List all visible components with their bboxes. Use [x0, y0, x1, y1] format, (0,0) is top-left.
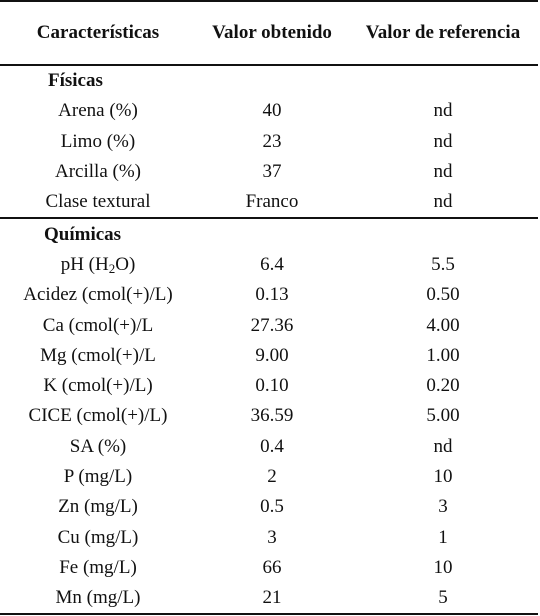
row-valor-obtenido: 36.59 — [250, 405, 294, 427]
row-valor-referencia: nd — [433, 191, 453, 213]
row-label-subscript: 2 — [108, 260, 116, 276]
row-label-post: O) — [115, 253, 136, 275]
row-label: Mn (mg/L) — [0, 583, 196, 616]
row-valor-obtenido: 9.00 — [255, 344, 289, 366]
table-row: P (mg/L) 2 10 — [0, 462, 538, 492]
table-row: K (cmol(+)/L) 0.10 0.20 — [0, 371, 538, 401]
section-row-quimicas: Químicas — [0, 217, 538, 250]
row-label: P (mg/L) — [63, 466, 133, 487]
row-valor-referencia: 3 — [438, 496, 448, 518]
table-row: CICE (cmol(+)/L) 36.59 5.00 — [0, 401, 538, 431]
table-row: Acidez (cmol(+)/L) 0.13 0.50 — [0, 280, 538, 310]
row-label: Arena (%) — [58, 100, 138, 122]
row-valor-referencia: nd — [433, 100, 453, 122]
row-valor-referencia: nd — [433, 130, 453, 152]
table-row: Arcilla (%) 37 nd — [0, 157, 538, 187]
row-label: Mg (cmol(+)/L — [40, 344, 156, 366]
header-valor-obtenido: Valor obtenido — [196, 0, 348, 66]
row-valor-referencia: 1 — [438, 526, 448, 548]
row-valor-obtenido: 0.13 — [255, 284, 289, 306]
table-row: Mg (cmol(+)/L 9.00 1.00 — [0, 341, 538, 371]
row-valor-referencia: 10 — [433, 556, 453, 578]
row-label: pH (H2O) — [0, 250, 196, 280]
row-valor-referencia: 10 — [433, 466, 453, 487]
row-label: SA (%) — [69, 435, 127, 457]
row-label: K (cmol(+)/L) — [43, 375, 153, 397]
row-label: Acidez (cmol(+)/L) — [23, 284, 173, 306]
table-row: Ca (cmol(+)/L 27.36 4.00 — [0, 310, 538, 340]
header-valor-referencia: Valor de referencia — [348, 0, 538, 66]
table-row: SA (%) 0.4 nd — [0, 432, 538, 462]
header-row: Características Valor obtenido Valor de … — [0, 0, 538, 66]
row-label: Arcilla (%) — [55, 161, 141, 183]
row-valor-obtenido: 2 — [267, 466, 277, 487]
row-valor-obtenido: 0.4 — [260, 435, 284, 457]
row-label: Ca (cmol(+)/L — [42, 314, 154, 336]
row-valor-obtenido: 23 — [262, 130, 282, 152]
row-valor-obtenido: 66 — [262, 556, 282, 578]
table-row: Arena (%) 40 nd — [0, 96, 538, 126]
row-valor-obtenido: 21 — [196, 583, 348, 616]
row-valor-obtenido: 40 — [262, 100, 282, 122]
row-valor-obtenido: 6.4 — [260, 253, 284, 275]
table-row: Limo (%) 23 nd — [0, 127, 538, 157]
table-row: Mn (mg/L) 21 5 — [0, 583, 538, 616]
row-valor-referencia: 0.50 — [426, 284, 460, 306]
row-label: Zn (mg/L) — [58, 496, 138, 518]
row-valor-referencia: 1.00 — [426, 344, 460, 366]
section-title-fisicas: Físicas — [48, 70, 103, 92]
table-row: Clase textural Franco nd — [0, 187, 538, 218]
row-valor-referencia: 5.5 — [431, 253, 455, 275]
table-row: Fe (mg/L) 66 10 — [0, 553, 538, 583]
row-valor-obtenido: Franco — [245, 191, 299, 213]
row-valor-referencia: 5 — [348, 583, 538, 616]
row-label-pre: pH (H — [60, 253, 109, 275]
row-valor-referencia: 5.00 — [426, 405, 460, 427]
row-label: Fe (mg/L) — [59, 556, 137, 578]
header-caracteristicas: Características — [0, 0, 196, 66]
row-valor-referencia: 0.20 — [426, 375, 460, 397]
row-label: Cu (mg/L) — [57, 526, 139, 548]
table-row: Cu (mg/L) 3 1 — [0, 522, 538, 552]
row-valor-referencia: nd — [433, 435, 453, 457]
row-label: Clase textural — [45, 191, 151, 213]
row-valor-referencia: nd — [433, 161, 453, 183]
row-valor-obtenido: 3 — [267, 526, 277, 548]
section-title-quimicas: Químicas — [0, 217, 538, 250]
row-valor-obtenido: 0.10 — [255, 375, 289, 397]
row-label: Limo (%) — [60, 130, 136, 152]
row-valor-obtenido: 0.5 — [260, 496, 284, 518]
row-valor-obtenido: 27.36 — [250, 314, 294, 336]
table-row: pH (H2O) 6.4 5.5 — [0, 250, 538, 280]
row-label: CICE (cmol(+)/L) — [28, 405, 168, 427]
table-row: Zn (mg/L) 0.5 3 — [0, 492, 538, 522]
row-valor-referencia: 4.00 — [426, 314, 460, 336]
row-valor-obtenido: 37 — [262, 161, 282, 183]
section-row-fisicas: Físicas — [0, 65, 538, 96]
